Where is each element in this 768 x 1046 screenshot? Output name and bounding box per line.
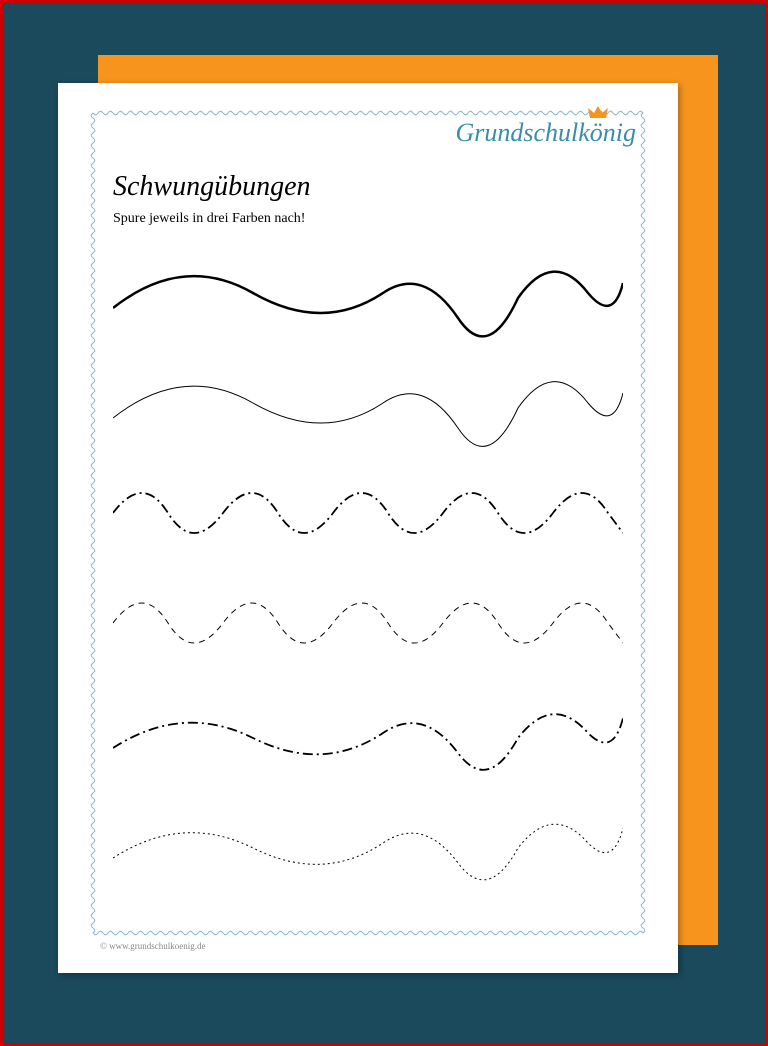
worksheet-title: Schwungübungen [113, 171, 311, 203]
worksheet-instruction: Spure jeweils in drei Farben nach! [113, 211, 305, 227]
logo: Grundschulkönig [455, 118, 636, 148]
tracing-lines-area [113, 248, 623, 913]
copyright-footer: © www.grundschulkoenig.de [100, 941, 206, 951]
crown-icon [588, 106, 608, 120]
worksheet-page: Grundschulkönig Schwungübungen Spure jew… [58, 83, 678, 973]
tracing-line-2 [113, 382, 623, 447]
tracing-line-1 [113, 272, 623, 337]
tracing-line-3 [113, 493, 623, 533]
tracing-line-5 [113, 714, 623, 770]
logo-text: Grundschulkönig [455, 118, 636, 147]
tracing-line-6 [113, 824, 623, 880]
tracing-line-4 [113, 603, 623, 643]
tracing-lines-svg [113, 248, 623, 928]
